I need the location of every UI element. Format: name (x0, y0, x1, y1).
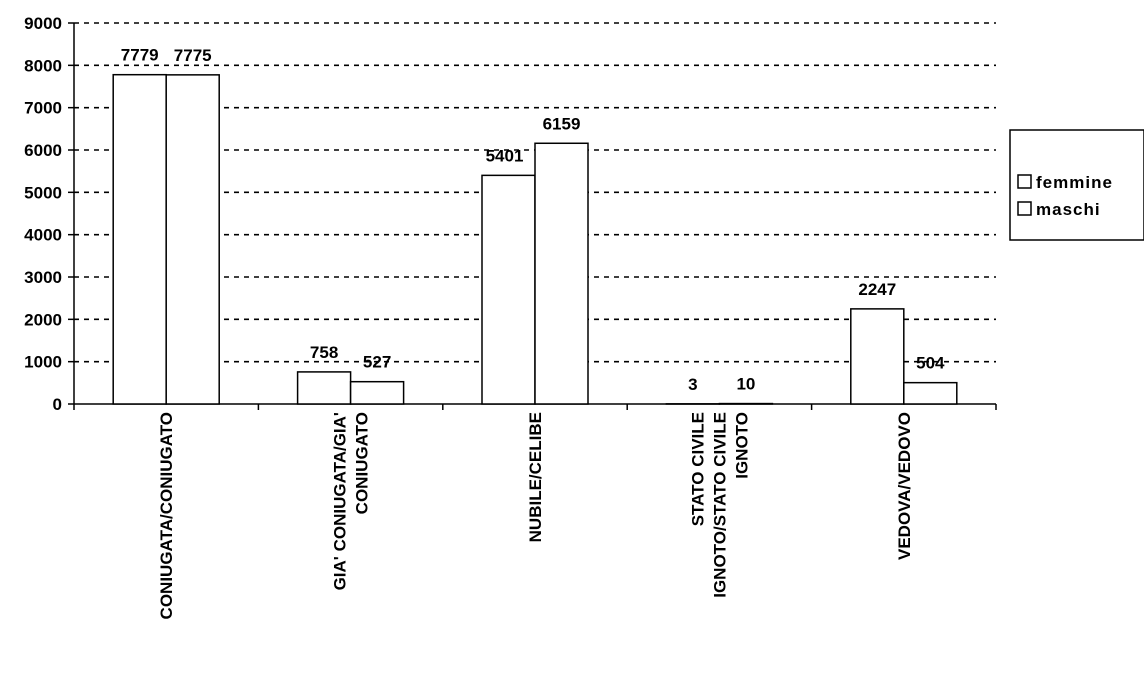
y-axis: 0 1000 2000 3000 4000 5000 6000 7000 8000 9000 (24, 14, 75, 414)
bar-maschi (903, 381, 958, 405)
data-label: 7779 (121, 46, 159, 65)
data-label: 10 (736, 375, 755, 394)
legend-swatch (1017, 201, 1032, 216)
y-tick-label: 1000 (24, 353, 62, 372)
bar-femmine (481, 174, 536, 405)
data-label: 5401 (486, 146, 524, 165)
y-tick-label: 6000 (24, 141, 62, 160)
category-label: GIA' CONIUGATA/GIA' (331, 412, 350, 590)
category-label: CONIUGATA/CONIUGATO (157, 412, 176, 619)
data-label: 527 (363, 353, 391, 372)
data-label: 3 (688, 375, 697, 394)
data-labels: 7779 7775 758 527 5401 6159 3 10 2247 504 (121, 46, 945, 394)
data-label: 504 (916, 354, 945, 373)
data-label: 6159 (543, 114, 581, 133)
legend-entry: femmine (1036, 173, 1113, 192)
bar-maschi (165, 74, 220, 405)
bar-femmine (112, 73, 167, 405)
category-label: STATO CIVILE (688, 412, 707, 526)
data-label: 758 (310, 343, 338, 362)
bars (112, 73, 958, 405)
bar-femmine (296, 371, 352, 405)
legend: femmine maschi (1009, 129, 1144, 241)
data-label: 7775 (174, 46, 212, 65)
category-label: IGNOTO (732, 412, 751, 479)
y-tick-label: 2000 (24, 310, 62, 329)
y-tick-label: 7000 (24, 99, 62, 118)
y-tick-label: 9000 (24, 14, 62, 33)
category-label: VEDOVA/VEDOVO (895, 412, 914, 560)
legend-swatch (1017, 174, 1032, 189)
y-tick-label: 0 (53, 395, 62, 414)
legend-entry: maschi (1036, 200, 1101, 219)
data-label: 2247 (858, 280, 896, 299)
legend-box (1009, 129, 1144, 241)
y-tick-label: 8000 (24, 56, 62, 75)
y-tick-label: 3000 (24, 268, 62, 287)
category-label: IGNOTO/STATO CIVILE (710, 412, 729, 598)
category-label: CONIUGATO (353, 412, 372, 514)
category-labels: CONIUGATA/CONIUGATO GIA' CONIUGATA/GIA' CO… (157, 412, 914, 619)
category-label: NUBILE/CELIBE (526, 412, 545, 542)
x-axis (73, 403, 997, 410)
bar-maschi (349, 380, 405, 405)
bar-femmine (850, 308, 905, 405)
y-tick-label: 5000 (24, 183, 62, 202)
bar-maschi (534, 142, 589, 405)
y-tick-label: 4000 (24, 226, 62, 245)
